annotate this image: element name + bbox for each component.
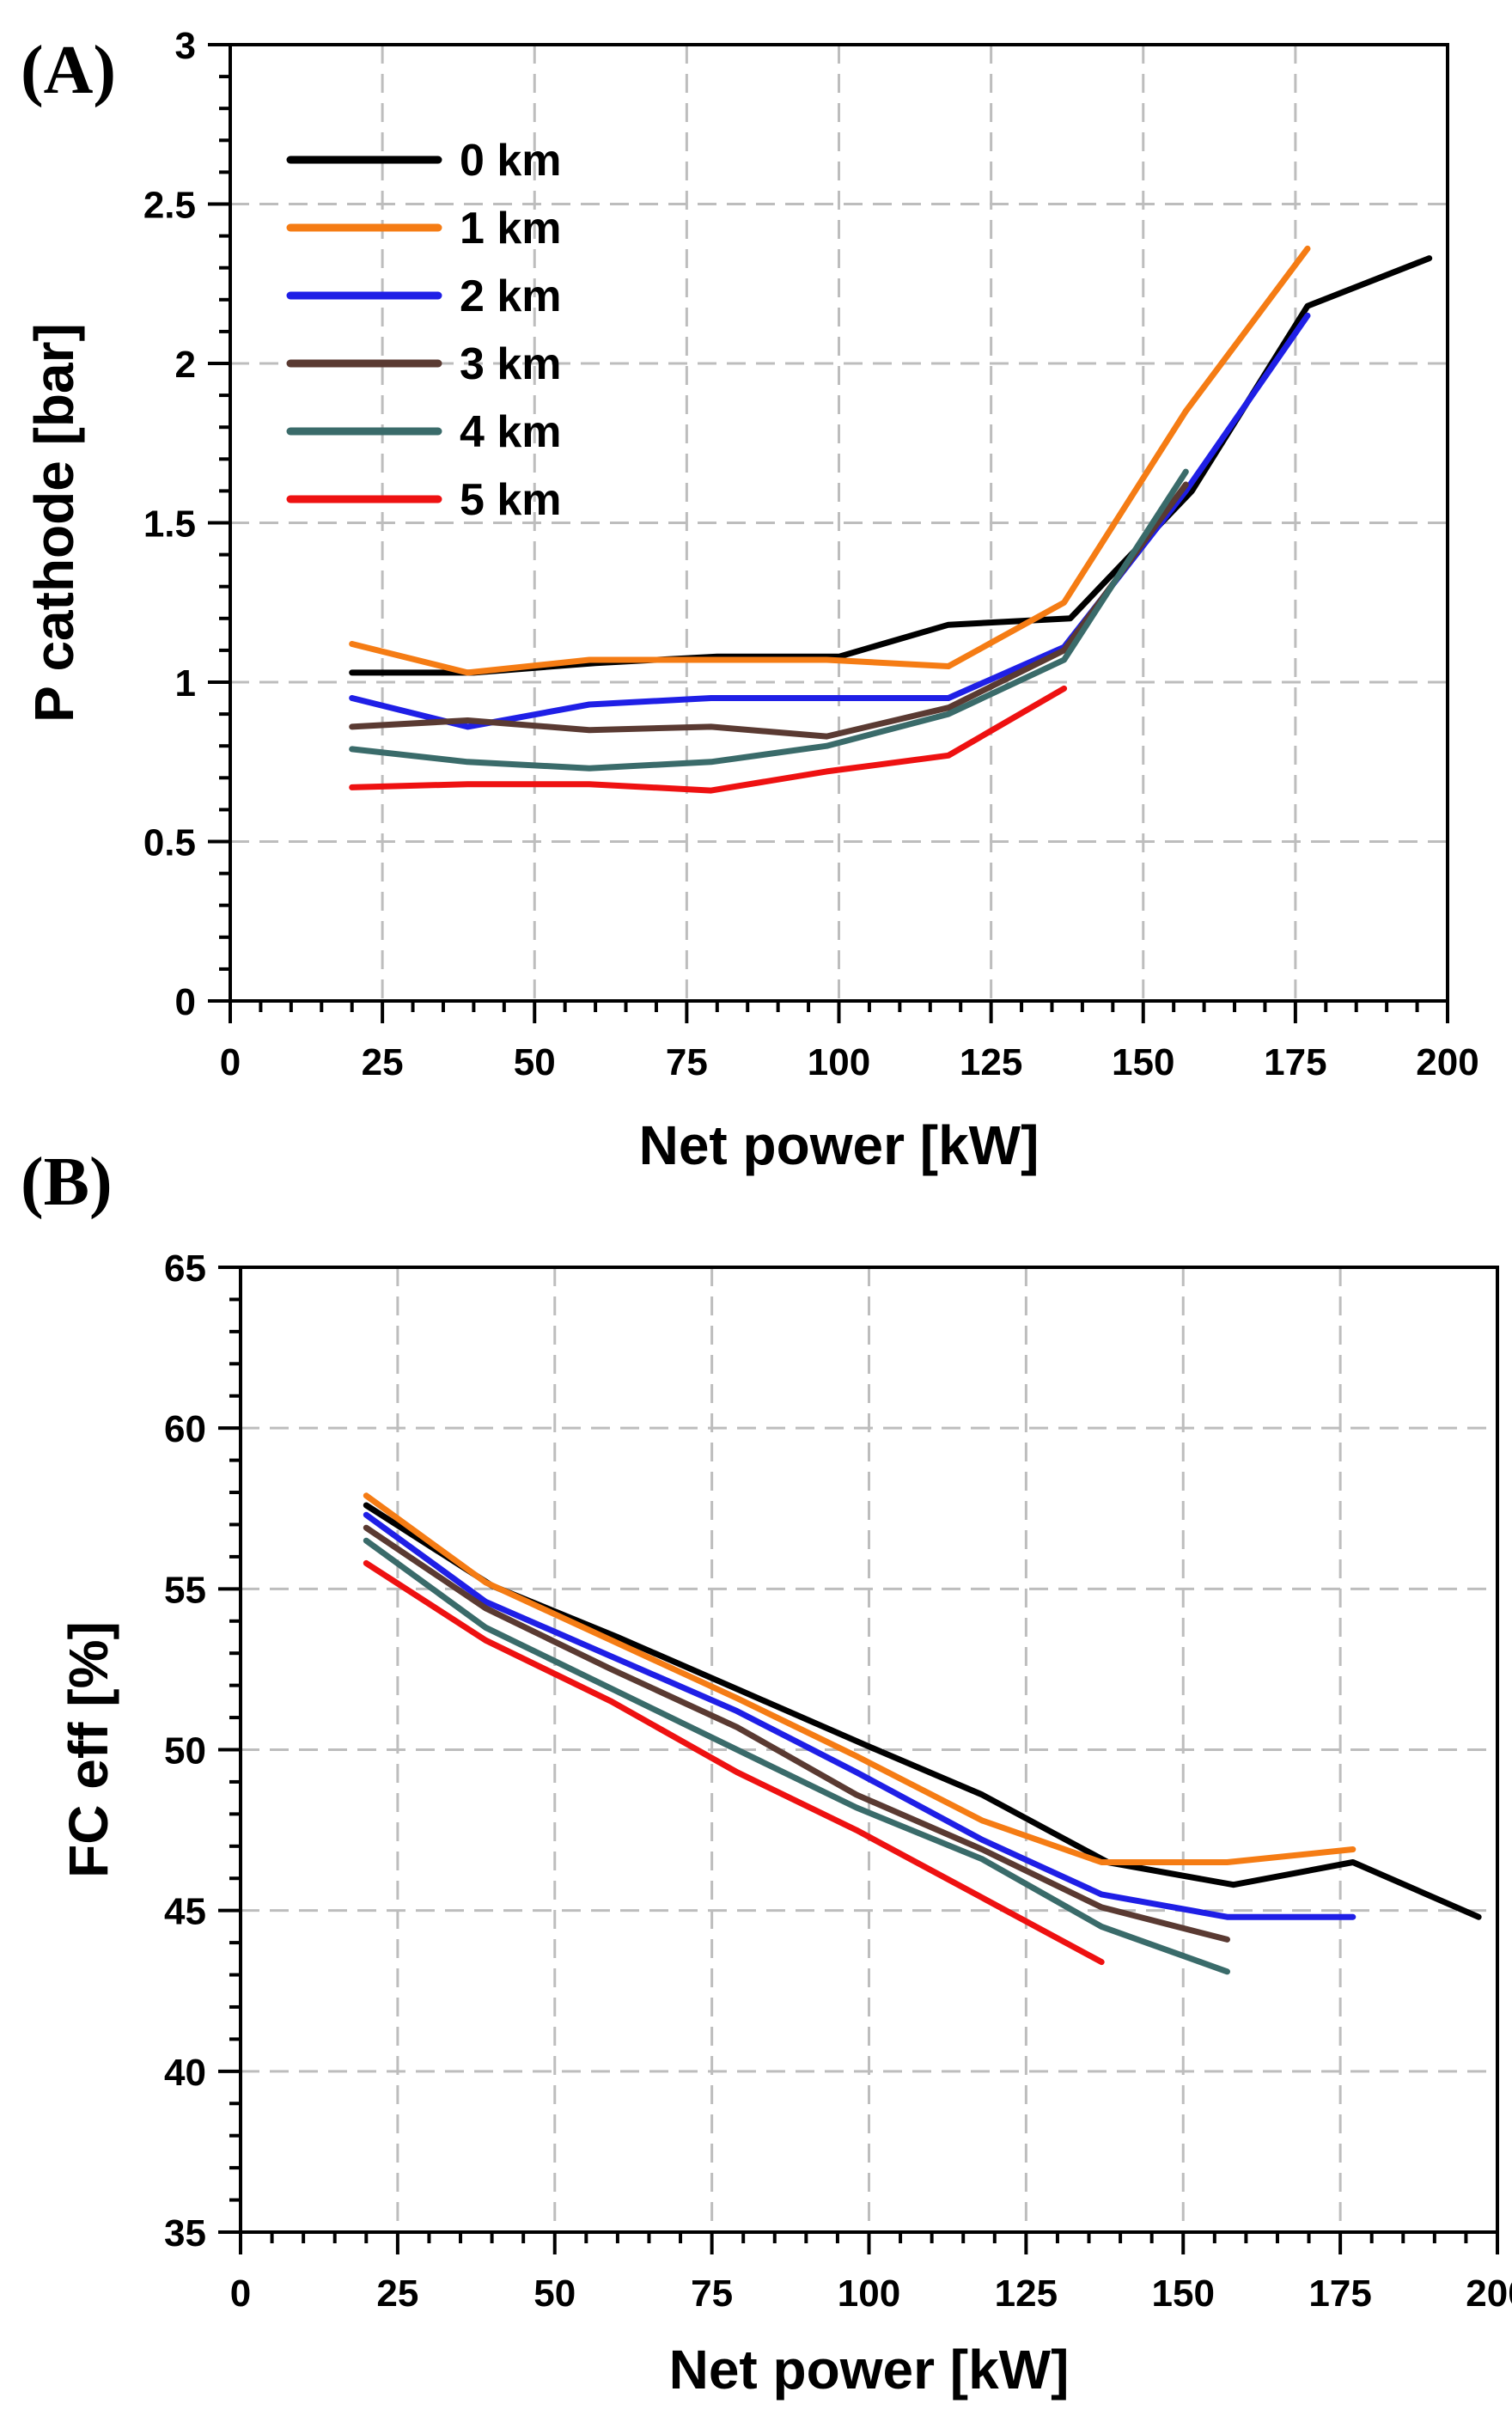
y-tick-label: 45	[164, 1891, 206, 1933]
x-tick-label: 150	[1152, 2273, 1215, 2315]
series-line-1km	[363, 1492, 1357, 1865]
x-tick-label: 200	[1466, 2273, 1512, 2315]
chart-a: 0 25 50 75 100 125 150 175 200 0 0.5 1 1.5 2 2.5 3 Net p…	[23, 25, 1479, 1176]
x-tick-label: 125	[960, 1041, 1022, 1083]
series-line-4km	[363, 1537, 1230, 1975]
legend-label-5km: 5 km	[460, 475, 562, 525]
chart-b: 0 25 50 75 100 125 150 175 200 35 40 45 50 55 60 65 Net …	[58, 1248, 1512, 2401]
y-tick-label: 50	[164, 1730, 206, 1772]
panel-label-a: (A)	[21, 33, 116, 108]
x-tick-label: 25	[376, 2273, 418, 2315]
x-axis-title: Net power [kW]	[669, 2339, 1070, 2401]
series-line-5km	[349, 685, 1068, 794]
legend-label-1km: 1 km	[460, 204, 562, 253]
legend-label-2km: 2 km	[460, 271, 562, 321]
y-axis-title: P cathode [bar]	[23, 323, 85, 723]
x-tick-label: 75	[666, 1041, 708, 1083]
x-axis-title: Net power [kW]	[639, 1114, 1040, 1176]
legend: 0 km 1 km 2 km 3 km 4 km 5 km	[286, 136, 562, 525]
x-tick-label: 200	[1416, 1041, 1478, 1083]
y-tick-label: 0.5	[143, 822, 196, 864]
legend-label-3km: 3 km	[460, 339, 562, 389]
series-line-3km	[363, 1524, 1230, 1943]
series-line-2km	[363, 1511, 1357, 1920]
y-tick-label: 2	[175, 344, 196, 386]
panel-label-b: (B)	[21, 1144, 113, 1220]
x-tick-label: 100	[808, 1041, 870, 1083]
y-tick-label: 1.5	[143, 503, 196, 546]
y-tick-label: 1	[175, 662, 196, 705]
y-axis-title: FC eff [%]	[58, 1621, 119, 1878]
x-tick-label: 100	[838, 2273, 900, 2315]
legend-label-0km: 0 km	[460, 136, 562, 186]
x-tick-label: 150	[1112, 1041, 1174, 1083]
x-tick-label: 175	[1264, 1041, 1326, 1083]
legend-label-4km: 4 km	[460, 407, 562, 457]
y-tick-label: 60	[164, 1408, 206, 1450]
y-tick-label: 65	[164, 1248, 206, 1290]
y-tick-label: 2.5	[143, 185, 196, 227]
series-line-5km	[363, 1559, 1105, 1966]
y-tick-label: 55	[164, 1569, 206, 1611]
x-tick-label: 125	[995, 2273, 1058, 2315]
series-line-4km	[349, 468, 1189, 772]
series-line-1km	[349, 245, 1311, 676]
x-tick-label: 175	[1308, 2273, 1371, 2315]
series-line-3km	[349, 481, 1189, 740]
x-tick-label: 50	[514, 1041, 556, 1083]
y-tick-label: 0	[175, 981, 196, 1023]
y-tick-label: 3	[175, 25, 196, 67]
y-tick-label: 35	[164, 2212, 206, 2254]
x-tick-label: 0	[230, 2273, 251, 2315]
x-tick-label: 0	[220, 1041, 241, 1083]
x-tick-label: 50	[533, 2273, 576, 2315]
y-tick-label: 40	[164, 2052, 206, 2094]
x-tick-label: 75	[691, 2273, 733, 2315]
x-tick-label: 25	[362, 1041, 404, 1083]
